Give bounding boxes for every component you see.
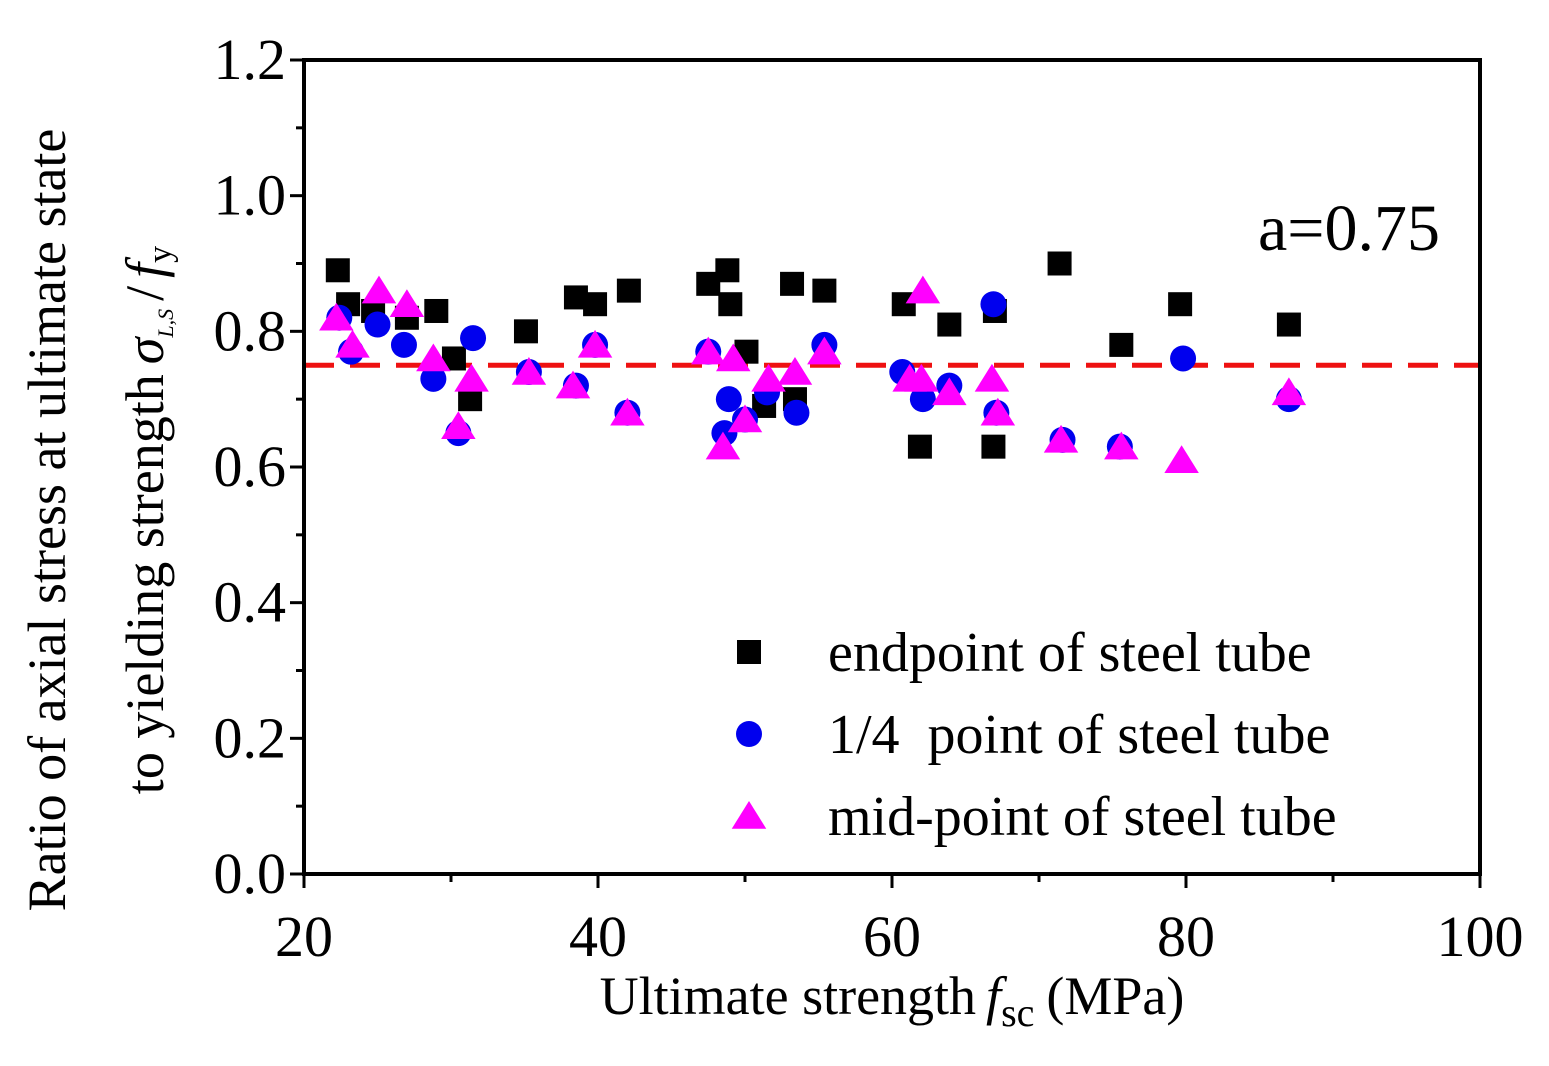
legend-circle-marker	[736, 721, 762, 747]
triangle-data-point	[610, 397, 645, 426]
square-data-point	[715, 258, 740, 283]
x-axis-title: Ultimate strength fsc (MPa)	[600, 966, 1185, 1035]
square-data-point	[937, 312, 962, 337]
square-data-point	[981, 434, 1006, 459]
triangle-data-point	[511, 357, 547, 385]
y-tick-label: 1.0	[214, 163, 287, 228]
square-data-point	[718, 292, 743, 317]
triangle-data-point	[319, 302, 354, 331]
triangle-data-point	[980, 397, 1016, 426]
legend-item: 1/4 point of steel tube	[736, 704, 1330, 766]
plot-frame	[302, 58, 1482, 876]
circle-data-point	[715, 386, 742, 413]
circle-data-point	[390, 331, 417, 358]
square-data-point	[780, 271, 805, 296]
square-data-point	[1168, 292, 1193, 317]
triangle-data-point	[416, 343, 451, 372]
x-tick-label: 40	[569, 904, 627, 969]
legend-label: mid-point of steel tube	[828, 786, 1337, 848]
triangle-data-point	[974, 363, 1010, 392]
triangle-data-point	[389, 289, 425, 317]
legend-item: mid-point of steel tube	[731, 786, 1337, 848]
triangle-data-point	[1164, 445, 1199, 473]
legend-triangle-marker	[731, 801, 767, 829]
triangle-data-point	[335, 329, 370, 358]
triangle-data-point	[441, 411, 476, 440]
square-data-point	[325, 258, 350, 283]
legend: endpoint of steel tube 1/4 point of steel…	[731, 622, 1337, 848]
y-tick-labels: 0.0 0.2 0.4 0.6 0.8 1.0 1.2	[214, 27, 287, 906]
y-tick-label: 0.4	[214, 570, 287, 635]
legend-label: 1/4 point of steel tube	[828, 704, 1330, 766]
triangle-data-point	[1104, 431, 1139, 460]
x-tick-label: 60	[863, 904, 921, 969]
x-tick-labels: 20 40 60 80 100	[275, 904, 1524, 969]
circle-data-point	[909, 386, 936, 413]
square-data-point	[616, 278, 641, 303]
legend-label: endpoint of steel tube	[828, 622, 1312, 684]
triangle-data-point	[904, 363, 939, 392]
annotation-label: a=0.75	[1258, 192, 1440, 265]
y-tick-label: 0.2	[214, 705, 287, 770]
square-data-point	[1109, 332, 1134, 357]
square-data-point	[513, 319, 538, 344]
x-tick-label: 100	[1437, 904, 1524, 969]
circle-data-point	[1170, 345, 1197, 372]
triangle-data-point	[715, 343, 751, 372]
circle-data-point	[980, 291, 1007, 318]
y-tick-label: 0.8	[214, 298, 287, 363]
y-tick-label: 1.2	[214, 27, 287, 92]
triangle-data-point	[454, 363, 489, 392]
square-data-point	[583, 292, 608, 317]
triangle-data-point	[705, 431, 741, 460]
square-data-point	[812, 278, 837, 303]
y-axis-title-line1: Ratio of axial stress at ultimate state	[17, 129, 77, 912]
data-points	[319, 251, 1307, 473]
square-data-point	[1047, 251, 1072, 276]
triangle-data-point	[751, 363, 786, 392]
legend-item: endpoint of steel tube	[737, 622, 1312, 684]
legend-square-marker	[737, 640, 761, 664]
series-triangle	[319, 275, 1307, 473]
circle-data-point	[420, 365, 447, 392]
triangle-data-point	[691, 336, 726, 365]
circle-data-point	[783, 399, 810, 426]
triangle-data-point	[361, 275, 397, 304]
x-tick-label: 20	[275, 904, 333, 969]
circle-data-point	[364, 311, 391, 338]
triangle-data-point	[1043, 424, 1079, 453]
y-axis-ticks	[290, 58, 304, 876]
triangle-data-point	[807, 336, 842, 365]
x-tick-label: 80	[1157, 904, 1215, 969]
y-tick-label: 0.6	[214, 434, 287, 499]
triangle-data-point	[905, 275, 941, 304]
triangle-data-point	[932, 377, 967, 406]
triangle-data-point	[577, 329, 613, 358]
y-axis-title: Ratio of axial stress at ultimate state …	[17, 129, 179, 912]
triangle-data-point	[1271, 377, 1307, 406]
square-data-point	[907, 434, 932, 459]
y-axis-title-line2: to yielding strengthσL,S/fy	[115, 246, 179, 794]
triangle-data-point	[727, 404, 763, 433]
square-data-point	[424, 298, 449, 323]
triangle-data-point	[555, 370, 591, 399]
square-data-point	[1276, 312, 1301, 337]
x-axis-ticks	[302, 874, 1482, 888]
circle-data-point	[460, 325, 487, 352]
triangle-data-point	[777, 357, 813, 385]
circle-data-point	[711, 420, 738, 447]
y-tick-label: 0.0	[214, 841, 287, 906]
